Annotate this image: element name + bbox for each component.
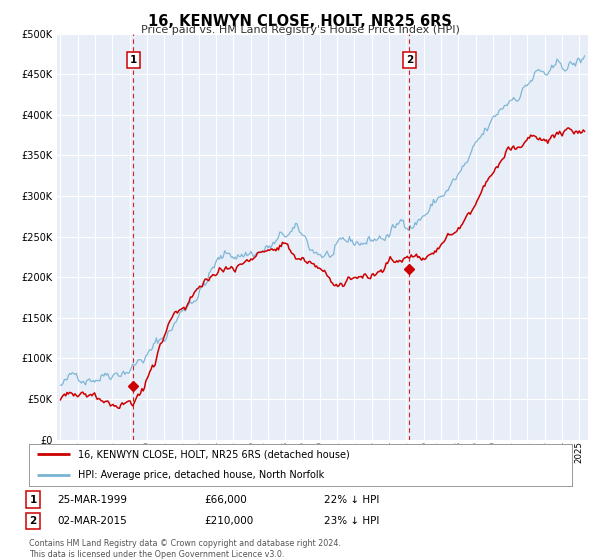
Text: 2: 2 <box>406 55 413 65</box>
Text: 22% ↓ HPI: 22% ↓ HPI <box>324 494 379 505</box>
Text: 16, KENWYN CLOSE, HOLT, NR25 6RS: 16, KENWYN CLOSE, HOLT, NR25 6RS <box>148 14 452 29</box>
Text: £210,000: £210,000 <box>204 516 253 526</box>
Text: Contains HM Land Registry data © Crown copyright and database right 2024.
This d: Contains HM Land Registry data © Crown c… <box>29 539 341 559</box>
Text: £66,000: £66,000 <box>204 494 247 505</box>
Text: Price paid vs. HM Land Registry's House Price Index (HPI): Price paid vs. HM Land Registry's House … <box>140 25 460 35</box>
Text: 16, KENWYN CLOSE, HOLT, NR25 6RS (detached house): 16, KENWYN CLOSE, HOLT, NR25 6RS (detach… <box>77 449 349 459</box>
Text: 23% ↓ HPI: 23% ↓ HPI <box>324 516 379 526</box>
Text: 2: 2 <box>29 516 37 526</box>
Text: 25-MAR-1999: 25-MAR-1999 <box>57 494 127 505</box>
Text: 02-MAR-2015: 02-MAR-2015 <box>57 516 127 526</box>
Text: 1: 1 <box>29 494 37 505</box>
Text: HPI: Average price, detached house, North Norfolk: HPI: Average price, detached house, Nort… <box>77 470 324 480</box>
Text: 1: 1 <box>130 55 137 65</box>
